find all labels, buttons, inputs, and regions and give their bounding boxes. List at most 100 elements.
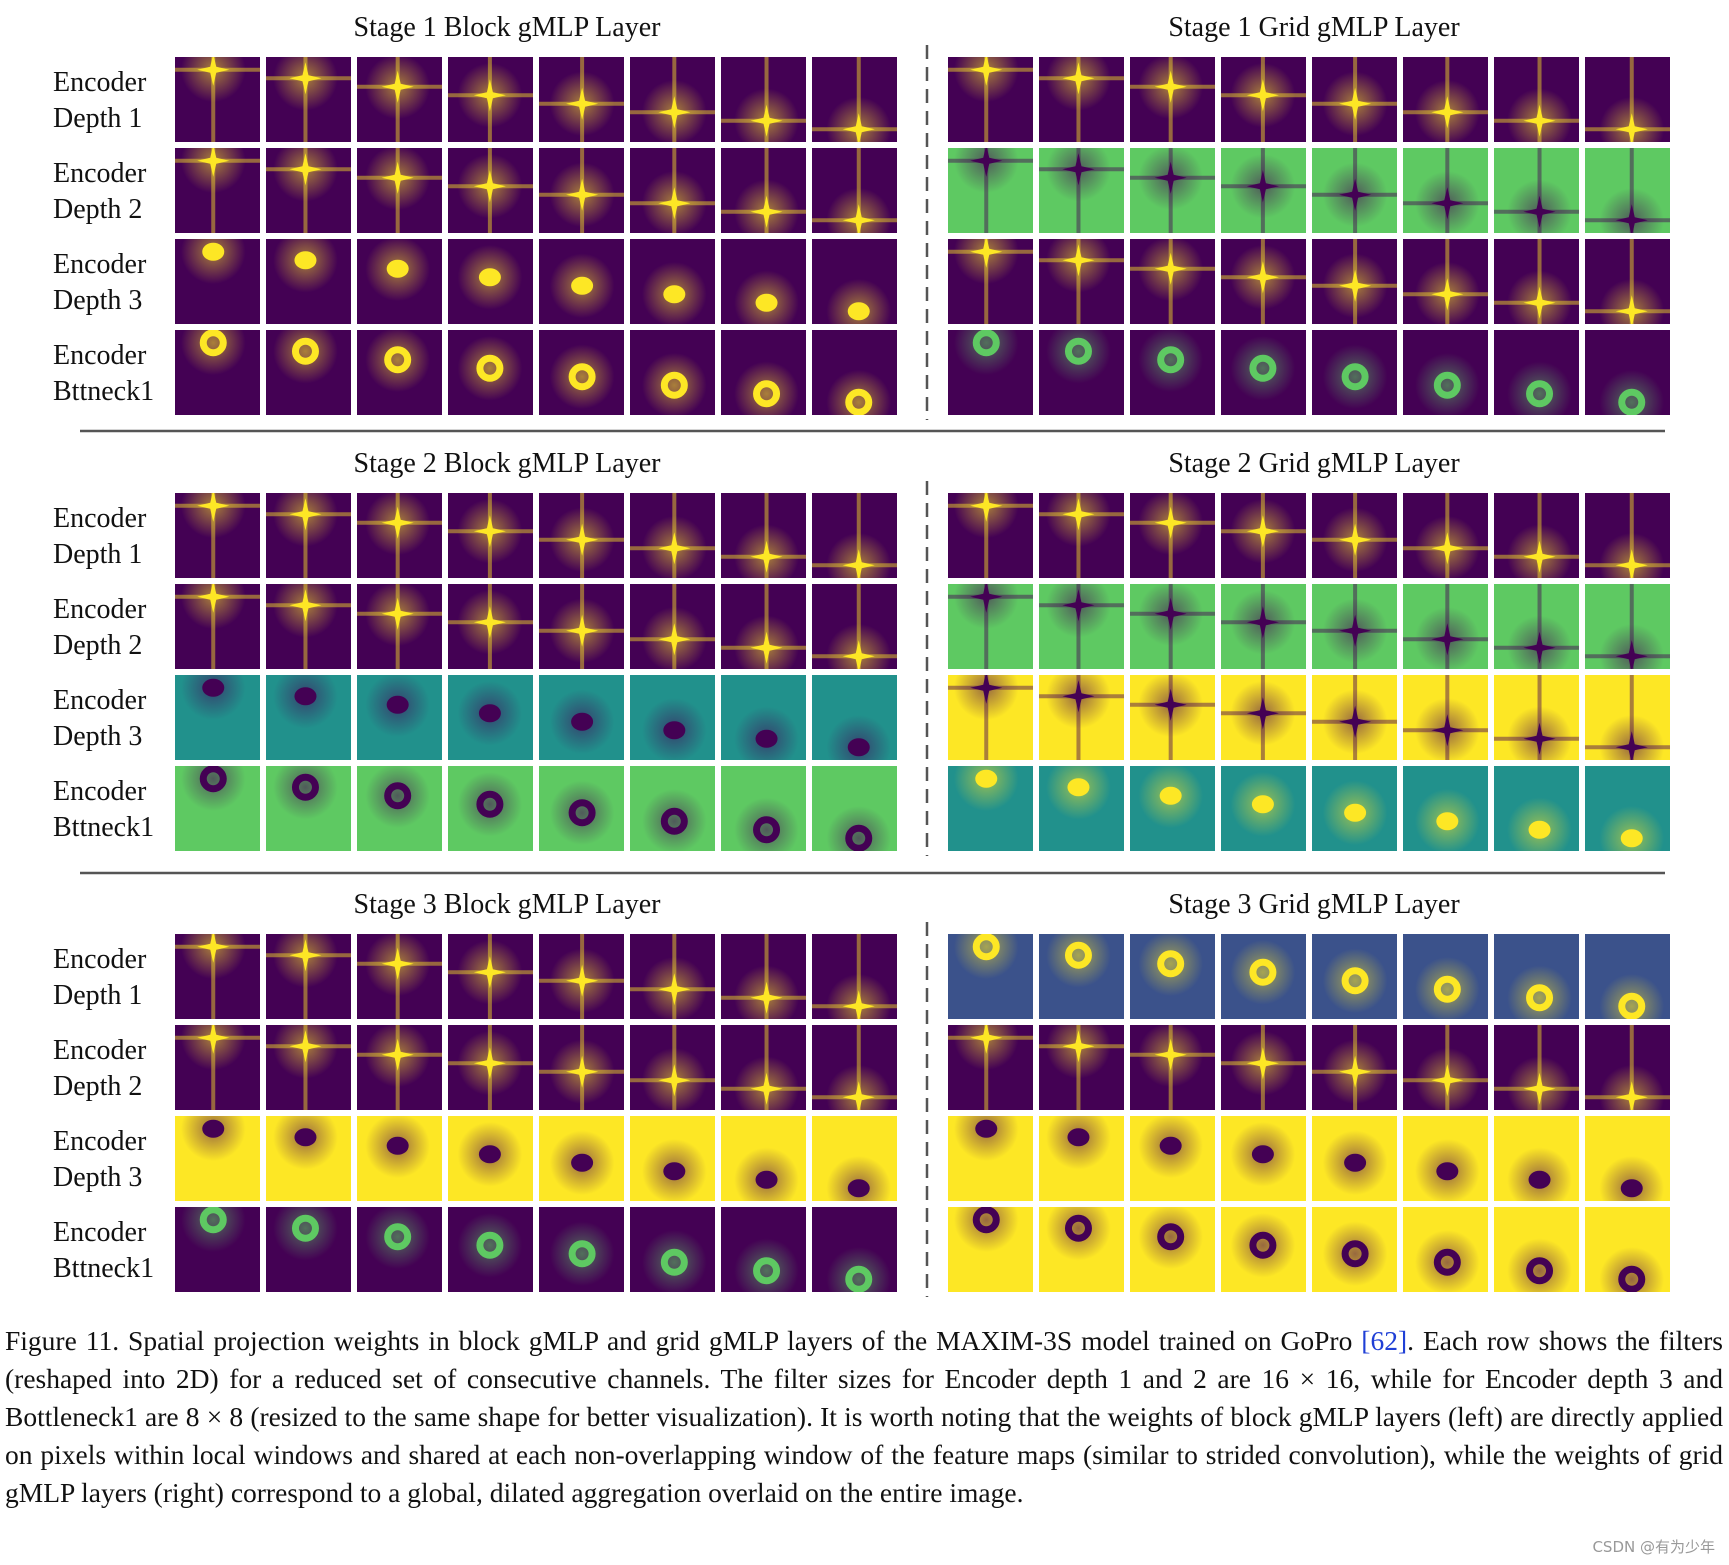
watermark: CSDN @有为少年 <box>1592 1538 1715 1556</box>
ring <box>568 1240 596 1268</box>
thumbnail-content <box>1046 1116 1111 1170</box>
star <box>197 57 230 86</box>
cross-v <box>211 584 216 669</box>
thumbnail-content <box>1599 973 1665 1019</box>
thumbnail-content <box>1046 330 1111 384</box>
filter-thumbnail <box>1403 57 1488 142</box>
thumbnail-content <box>1039 493 1124 578</box>
glow <box>1599 1246 1665 1292</box>
filter-thumbnail <box>448 148 533 233</box>
thumbnail-content <box>175 584 260 669</box>
thumbnail-content <box>175 1025 260 1110</box>
filter-thumbnail <box>175 766 260 851</box>
star <box>197 493 230 522</box>
thumbnail-content <box>1507 361 1572 415</box>
star <box>1431 187 1464 220</box>
ring <box>1064 1214 1092 1242</box>
thumbnail-content <box>1322 780 1388 846</box>
ring <box>1341 967 1369 995</box>
row-label: Encoder <box>53 776 147 807</box>
filter-thumbnail <box>266 584 351 669</box>
thumbnail-content <box>1403 675 1488 760</box>
thumbnail-content <box>721 934 806 1019</box>
thumbnail-content <box>457 680 523 746</box>
ring <box>1433 975 1461 1003</box>
star <box>1339 614 1372 647</box>
thumbnail-content <box>1230 1212 1296 1278</box>
ring <box>384 1223 412 1251</box>
dot <box>1067 1128 1090 1147</box>
thumbnail-content <box>1599 1246 1665 1292</box>
cross-v <box>1629 675 1634 760</box>
star <box>750 104 783 137</box>
ring <box>972 330 1000 357</box>
filter-thumbnail <box>630 934 715 1019</box>
thumbnail-content <box>539 148 624 233</box>
row-label: Depth 1 <box>53 539 142 570</box>
filter-thumbnail <box>1221 239 1306 324</box>
thumbnail-content <box>630 57 715 142</box>
filter-thumbnail <box>1039 1025 1124 1110</box>
dot <box>386 695 409 714</box>
star <box>289 62 322 95</box>
filter-thumbnail <box>1403 766 1488 851</box>
filter-thumbnail <box>721 675 806 760</box>
cross-v <box>1076 57 1081 142</box>
row-label: Depth 3 <box>53 721 142 752</box>
star <box>750 981 783 1014</box>
thumbnail-content <box>1415 1138 1480 1201</box>
dot <box>847 1179 870 1198</box>
filter-thumbnail <box>1494 148 1579 233</box>
cross-v <box>856 1025 861 1110</box>
dot <box>202 242 225 261</box>
cross-v <box>856 493 861 578</box>
thumbnail-content <box>549 1130 615 1196</box>
ring <box>199 1207 227 1234</box>
citation[interactable]: [62] <box>1361 1325 1408 1356</box>
filter-thumbnail <box>539 766 624 851</box>
thumbnail-content <box>549 1221 615 1287</box>
ring <box>199 766 227 793</box>
glow <box>953 1116 1019 1162</box>
star <box>1246 79 1279 112</box>
panel-title: Stage 2 Grid gMLP Layer <box>1168 448 1460 479</box>
thumbnail-content <box>448 584 533 669</box>
star <box>1615 731 1648 760</box>
star <box>1154 252 1187 285</box>
filter-thumbnail <box>1403 1025 1488 1110</box>
star <box>970 57 1003 86</box>
dot <box>571 276 594 295</box>
figure: Stage 1 Block gMLP Layer Stage 1 Grid gML… <box>53 12 1670 1297</box>
row-label: Bttneck1 <box>53 1253 154 1284</box>
thumbnail-content <box>953 330 1019 376</box>
filter-thumbnail <box>948 584 1033 669</box>
row-label: Bttneck1 <box>53 812 154 843</box>
glow <box>642 1229 707 1292</box>
thumbnail-content <box>812 148 897 233</box>
filter-thumbnail <box>1494 766 1579 851</box>
cross-v <box>1629 57 1634 142</box>
star <box>473 1047 506 1080</box>
ring <box>1526 1257 1554 1285</box>
filter-thumbnail <box>448 57 533 142</box>
filter-thumbnail <box>175 1207 260 1292</box>
filter-thumbnail <box>448 584 533 669</box>
star <box>473 170 506 203</box>
thumbnail-content <box>1322 948 1388 1014</box>
thumbnail-content <box>365 330 430 393</box>
cross-v <box>1537 493 1542 578</box>
filter-thumbnail <box>175 493 260 578</box>
dot <box>571 1153 594 1172</box>
thumbnail-content <box>1221 239 1306 324</box>
star <box>1154 70 1187 103</box>
cross-v <box>984 239 989 324</box>
thumbnail-content <box>1415 1229 1480 1292</box>
star <box>381 161 414 194</box>
glow <box>1230 335 1296 401</box>
dot <box>1528 820 1551 839</box>
star <box>842 204 875 233</box>
glow <box>549 780 615 846</box>
star <box>750 195 783 228</box>
star <box>1154 688 1187 721</box>
ring <box>1526 380 1554 408</box>
